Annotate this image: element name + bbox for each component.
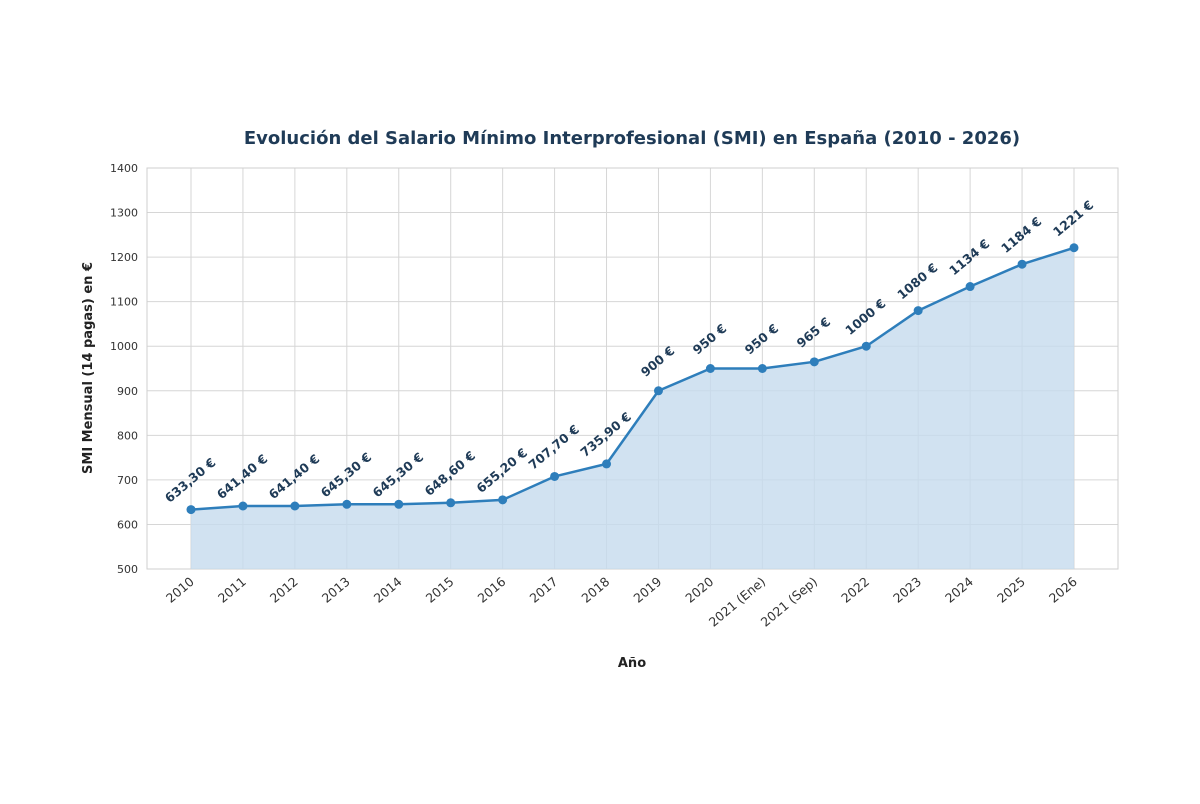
series-line: [190, 246, 1075, 511]
data-point: [394, 499, 404, 509]
data-point: [1017, 259, 1027, 269]
y-tick-label: 1200: [110, 251, 138, 264]
data-point: [602, 459, 612, 469]
x-tick-label: 2013: [319, 574, 353, 606]
data-point: [290, 501, 300, 511]
x-tick-label: 2026: [1046, 574, 1080, 606]
data-label: 1080 €: [894, 260, 940, 302]
x-tick-label: 2016: [475, 574, 509, 606]
x-tick-label: 2023: [890, 574, 924, 606]
y-tick-label: 500: [117, 563, 138, 576]
x-tick-label: 2018: [578, 574, 612, 606]
y-tick-label: 1300: [110, 207, 138, 220]
data-label: 707,70 €: [525, 422, 582, 473]
x-tick-label: 2010: [163, 574, 197, 606]
x-tick-label: 2014: [371, 574, 405, 606]
x-tick-label: 2021 (Ene): [706, 574, 769, 630]
data-point: [238, 501, 248, 511]
x-tick-label: 2024: [942, 574, 976, 606]
data-point: [446, 498, 456, 508]
x-tick-label: 2022: [838, 574, 872, 606]
data-label: 641,40 €: [214, 451, 271, 502]
point-layer: [186, 243, 1079, 515]
data-point: [498, 495, 508, 505]
y-axis-label: SMI Mensual (14 pagas) en €: [81, 262, 96, 474]
area-fill: [191, 247, 1074, 569]
data-point: [550, 471, 560, 481]
y-tick-label: 1000: [110, 340, 138, 353]
chart-title: Evolución del Salario Mínimo Interprofes…: [244, 128, 1020, 149]
x-tick-label: 2017: [527, 574, 561, 606]
data-label: 950 €: [742, 321, 782, 358]
y-tick-label: 800: [117, 429, 138, 442]
data-label: 655,20 €: [473, 445, 530, 496]
data-label: 965 €: [794, 314, 834, 351]
y-tick-label: 700: [117, 474, 138, 487]
data-point: [342, 499, 352, 509]
x-tick-label: 2025: [994, 574, 1028, 606]
x-tick-label: 2015: [423, 574, 457, 606]
x-tick-label: 2011: [215, 574, 249, 606]
data-point: [809, 357, 819, 367]
data-point: [965, 282, 975, 292]
y-tick-label: 1100: [110, 296, 138, 309]
x-tick-label: 2019: [630, 574, 664, 606]
data-point: [861, 341, 871, 351]
data-point: [1069, 243, 1079, 253]
data-point: [913, 306, 923, 316]
data-label: 648,60 €: [422, 448, 479, 499]
data-point: [186, 505, 196, 515]
data-label: 1221 €: [1050, 197, 1096, 239]
y-tick-label: 1400: [110, 162, 138, 175]
x-tick-label: 2020: [682, 574, 716, 606]
data-label: 950 €: [690, 321, 730, 358]
data-label: 641,40 €: [266, 451, 323, 502]
x-tick-label: 2012: [267, 574, 301, 606]
data-point: [705, 364, 715, 373]
data-label: 1184 €: [998, 214, 1044, 256]
area-layer: [190, 246, 1075, 569]
data-label: 645,30 €: [318, 449, 375, 500]
data-point: [653, 386, 663, 396]
data-label: 900 €: [638, 343, 678, 380]
y-tick-label: 900: [117, 385, 138, 398]
y-tick-label: 600: [117, 518, 138, 531]
data-label: 645,30 €: [370, 449, 427, 500]
x-axis-label: Año: [618, 656, 646, 671]
x-tick-label: 2021 (Sep): [758, 574, 821, 630]
data-point: [757, 364, 767, 373]
